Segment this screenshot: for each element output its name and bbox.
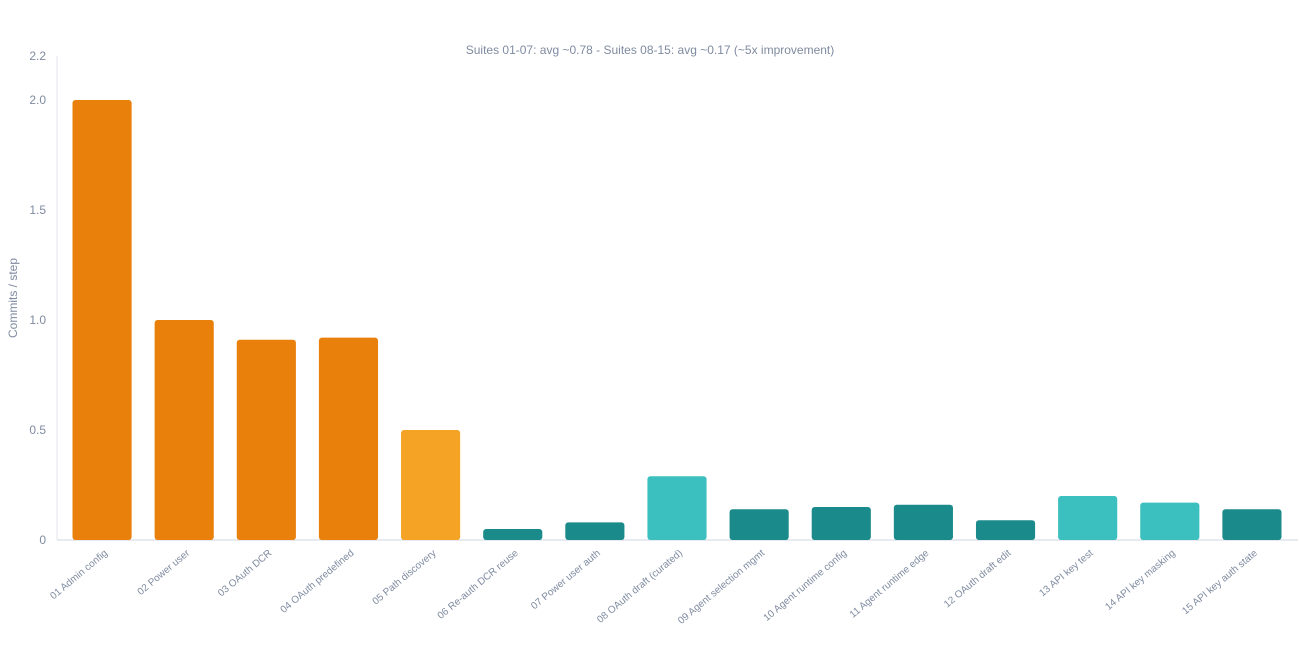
y-tick-label: 2.0 (29, 93, 46, 107)
x-tick-label: 15 API key auth state (1180, 548, 1260, 617)
x-tick-label: 13 API key test (1037, 548, 1095, 599)
x-tick-label: 11 Agent runtime edge (848, 548, 932, 621)
y-tick-label: 1.5 (29, 203, 46, 217)
bar[interactable] (1058, 496, 1118, 540)
bars (72, 100, 1282, 540)
bar[interactable] (729, 509, 789, 540)
bar[interactable] (893, 504, 953, 540)
chart-subtitle: Suites 01-07: avg ~0.78 - Suites 08-15: … (466, 43, 835, 57)
x-tick-label: 05 Path discovery (371, 548, 439, 608)
bar[interactable] (975, 520, 1036, 540)
bar[interactable] (72, 100, 132, 540)
y-tick-label: 0 (39, 533, 46, 547)
x-tick-label: 03 OAuth DCR (216, 548, 274, 599)
bar[interactable] (565, 522, 625, 540)
x-tick-label: 10 Agent runtime config (762, 548, 850, 624)
bar[interactable] (483, 529, 543, 540)
x-tick-label: 07 Power user auth (529, 548, 603, 612)
x-axis-ticks: 01 Admin config 02 Power user 03 OAuth DCR… (48, 547, 1260, 626)
x-tick-label: 14 API key masking (1103, 548, 1177, 613)
y-tick-label: 1.0 (29, 313, 46, 327)
x-tick-label: 08 OAuth draft (curated) (595, 548, 685, 626)
bar[interactable] (401, 430, 461, 540)
bar[interactable] (1222, 509, 1282, 540)
x-tick-label: 06 Re-auth DCR reuse (436, 548, 521, 622)
x-tick-label: 09 Agent selection mgmt (676, 548, 767, 627)
y-axis-label: Commits / step (6, 258, 20, 338)
bar[interactable] (154, 320, 214, 540)
x-tick-label: 01 Admin config (48, 548, 110, 602)
x-tick-label: 12 OAuth draft edit (942, 548, 1014, 611)
bar[interactable] (318, 337, 379, 540)
y-tick-label: 0.5 (29, 423, 46, 437)
bar[interactable] (647, 476, 707, 540)
bar[interactable] (1140, 502, 1200, 540)
x-tick-label: 02 Power user (136, 547, 193, 597)
y-axis-ticks: 0 0.5 1.0 1.5 2.0 2.2 (29, 49, 46, 547)
chart-title: Commits per test step, by suite (lower i… (458, 11, 842, 30)
y-tick-label: 2.2 (29, 49, 46, 63)
bar[interactable] (236, 339, 296, 540)
x-tick-label: 04 OAuth predefined (279, 548, 357, 616)
bar[interactable] (811, 507, 871, 540)
